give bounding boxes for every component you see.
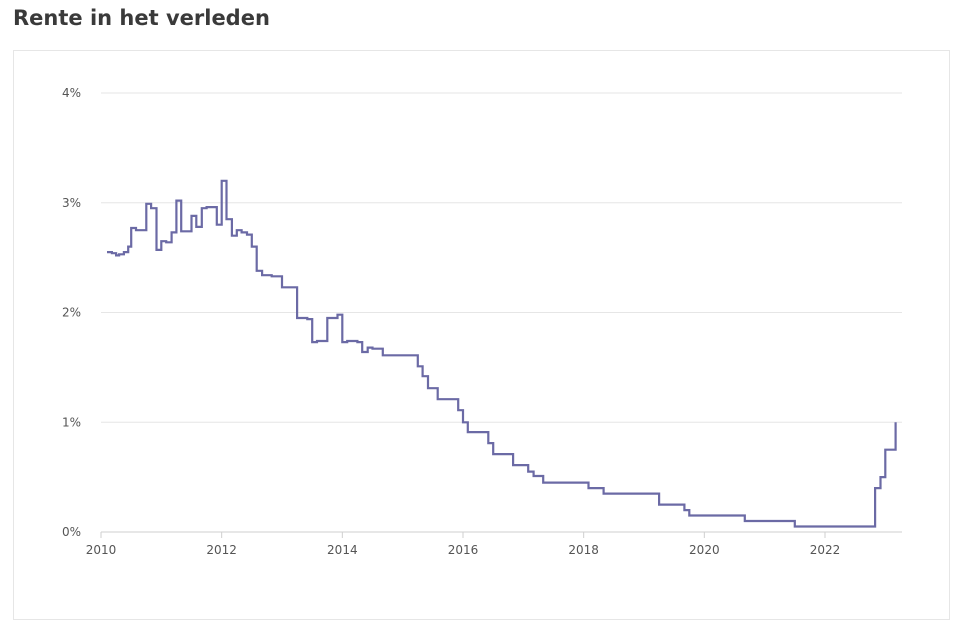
- y-tick-label: 4%: [62, 86, 81, 100]
- x-tick-label: 2022: [810, 543, 841, 557]
- chart-series: [107, 179, 897, 528]
- x-tick-label: 2010: [86, 543, 117, 557]
- page-title: Rente in het verleden: [13, 6, 270, 30]
- chart-card: 0% 1% 2% 3% 4% 2010 2012 2014 2016 2018 2020 2022: [13, 50, 950, 620]
- x-tick-label: 2018: [568, 543, 599, 557]
- y-tick-label: 2%: [62, 306, 81, 320]
- y-tick-label: 0%: [62, 525, 81, 539]
- y-tick-label: 1%: [62, 415, 81, 429]
- x-axis-labels: 2010 2012 2014 2016 2018 2020 2022: [86, 543, 841, 557]
- chart-grid: [101, 92, 902, 423]
- x-tick-label: 2012: [206, 543, 237, 557]
- x-tick-label: 2020: [689, 543, 720, 557]
- chart-svg: 0% 1% 2% 3% 4% 2010 2012 2014 2016 2018 2020 2022: [62, 86, 902, 557]
- y-axis-labels: 0% 1% 2% 3% 4%: [62, 86, 81, 539]
- x-tick-label: 2016: [448, 543, 479, 557]
- series-line: [107, 179, 897, 528]
- x-tick-label: 2014: [327, 543, 358, 557]
- y-tick-label: 3%: [62, 196, 81, 210]
- chart-axes: [100, 531, 902, 538]
